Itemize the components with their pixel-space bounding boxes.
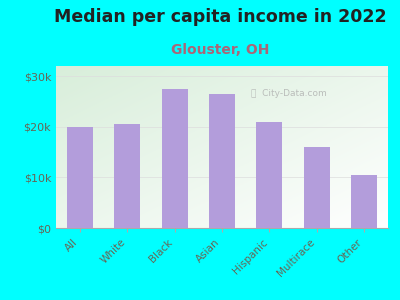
Text: Glouster, OH: Glouster, OH xyxy=(171,44,269,58)
Bar xyxy=(304,147,330,228)
Bar xyxy=(114,124,140,228)
Bar xyxy=(162,89,188,228)
Bar xyxy=(256,122,282,228)
Text: ⓘ  City-Data.com: ⓘ City-Data.com xyxy=(250,89,326,98)
Bar xyxy=(209,94,235,228)
Bar xyxy=(351,175,377,228)
Bar xyxy=(67,127,93,228)
Text: Median per capita income in 2022: Median per capita income in 2022 xyxy=(54,8,386,26)
